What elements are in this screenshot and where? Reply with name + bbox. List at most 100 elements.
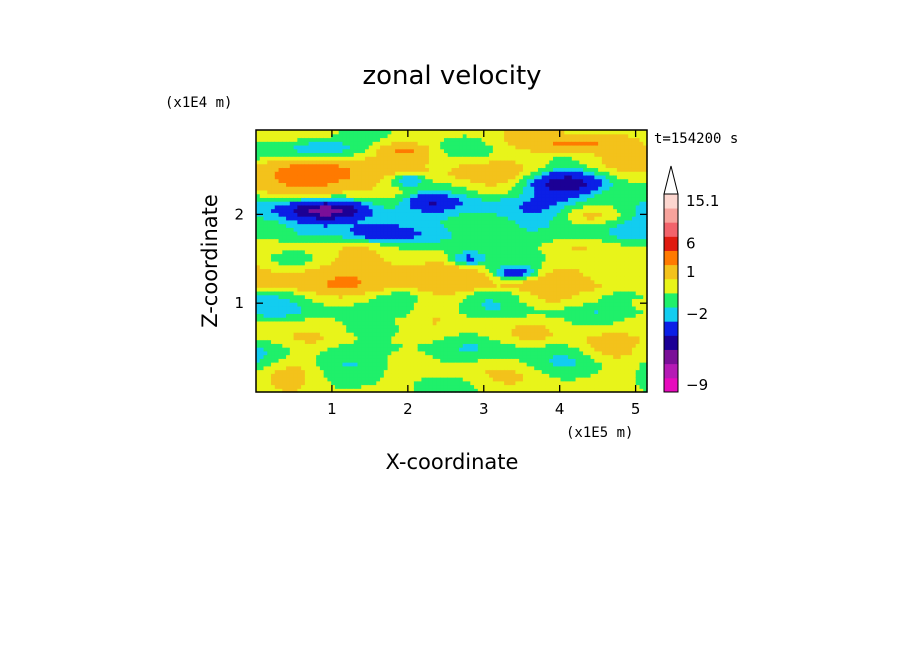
contour-cell [391, 388, 396, 393]
contour-cell [274, 328, 280, 333]
contour-cell [263, 231, 268, 236]
contour-cell [267, 223, 272, 228]
contour-cell [432, 373, 438, 378]
contour-cell [470, 156, 475, 161]
contour-cell [368, 227, 374, 232]
contour-cell [496, 186, 501, 191]
contour-cell [372, 309, 377, 314]
contour-cell [342, 358, 347, 363]
contour-cell [436, 283, 441, 288]
contour-cell [263, 130, 268, 135]
contour-cell [470, 373, 475, 378]
contour-cell [353, 201, 359, 206]
contour-cell [376, 152, 381, 157]
contour-cell [293, 144, 298, 150]
contour-cell [308, 343, 313, 348]
contour-cell [511, 223, 517, 228]
contour-cell [346, 182, 351, 187]
contour-cell [398, 144, 404, 150]
contour-cell [304, 152, 310, 157]
contour-cell [459, 212, 464, 217]
contour-cell [256, 369, 261, 374]
contour-cell [417, 144, 423, 150]
contour-cell [263, 137, 268, 142]
contour-cell [459, 320, 464, 326]
contour-cell [443, 305, 449, 311]
contour-cell [459, 171, 464, 176]
contour-cell [346, 189, 351, 195]
contour-cell [511, 339, 517, 344]
contour-cell [492, 171, 498, 176]
contour-cell [293, 317, 298, 322]
contour-cell [391, 246, 396, 251]
contour-cell [331, 182, 336, 187]
contour-cell [398, 305, 404, 311]
contour-cell [417, 148, 423, 154]
contour-cell [278, 324, 283, 329]
contour-cell [349, 231, 355, 236]
contour-cell [391, 384, 396, 389]
contour-cell [357, 238, 362, 243]
contour-cell [428, 257, 434, 262]
contour-cell [376, 339, 381, 344]
contour-cell [380, 328, 385, 333]
contour-cell [425, 197, 430, 202]
contour-cell [474, 156, 479, 161]
contour-cell [346, 144, 351, 150]
contour-cell [323, 201, 329, 206]
contour-cell [263, 365, 268, 371]
contour-cell [349, 283, 355, 288]
contour-cell [334, 324, 340, 329]
contour-cell [289, 189, 295, 195]
contour-cell [331, 350, 336, 356]
contour-cell [323, 130, 329, 135]
contour-cell [455, 264, 460, 270]
contour-cell [353, 335, 359, 341]
contour-cell [301, 174, 306, 180]
contour-cell [323, 182, 329, 187]
contour-cell [425, 283, 430, 288]
contour-cell [477, 227, 483, 232]
contour-cell [462, 186, 468, 191]
contour-cell [267, 362, 272, 367]
contour-cell [286, 133, 291, 139]
contour-cell [338, 313, 344, 318]
contour-cell [349, 354, 355, 359]
contour-cell [417, 332, 423, 337]
contour-cell [293, 358, 298, 363]
contour-cell [515, 373, 520, 378]
contour-cell [398, 347, 404, 352]
contour-cell [267, 159, 272, 165]
contour-cell [496, 384, 501, 389]
contour-cell [519, 223, 524, 228]
contour-cell [507, 182, 513, 187]
contour-cell [470, 137, 475, 142]
contour-cell [289, 137, 295, 142]
contour-cell [372, 163, 377, 169]
contour-cell [338, 335, 344, 341]
contour-cell [417, 272, 423, 277]
contour-cell [492, 137, 498, 142]
contour-cell [459, 332, 464, 337]
contour-cell [387, 189, 392, 195]
contour-cell [425, 320, 430, 326]
contour-cell [387, 163, 392, 169]
contour-cell [286, 287, 291, 292]
contour-cell [425, 204, 430, 210]
contour-cell [361, 354, 366, 359]
contour-cell [301, 384, 306, 389]
contour-cell [496, 335, 501, 341]
contour-cell [391, 257, 396, 262]
contour-cell [474, 246, 479, 251]
contour-cell [507, 148, 513, 154]
contour-cell [308, 174, 313, 180]
contour-cell [259, 216, 265, 221]
contour-cell [316, 148, 321, 154]
contour-cell [489, 242, 494, 247]
contour-cell [368, 182, 374, 187]
contour-cell [282, 373, 287, 378]
contour-cell [274, 182, 280, 187]
contour-cell [387, 358, 392, 363]
contour-cell [519, 264, 524, 270]
contour-cell [402, 159, 407, 165]
